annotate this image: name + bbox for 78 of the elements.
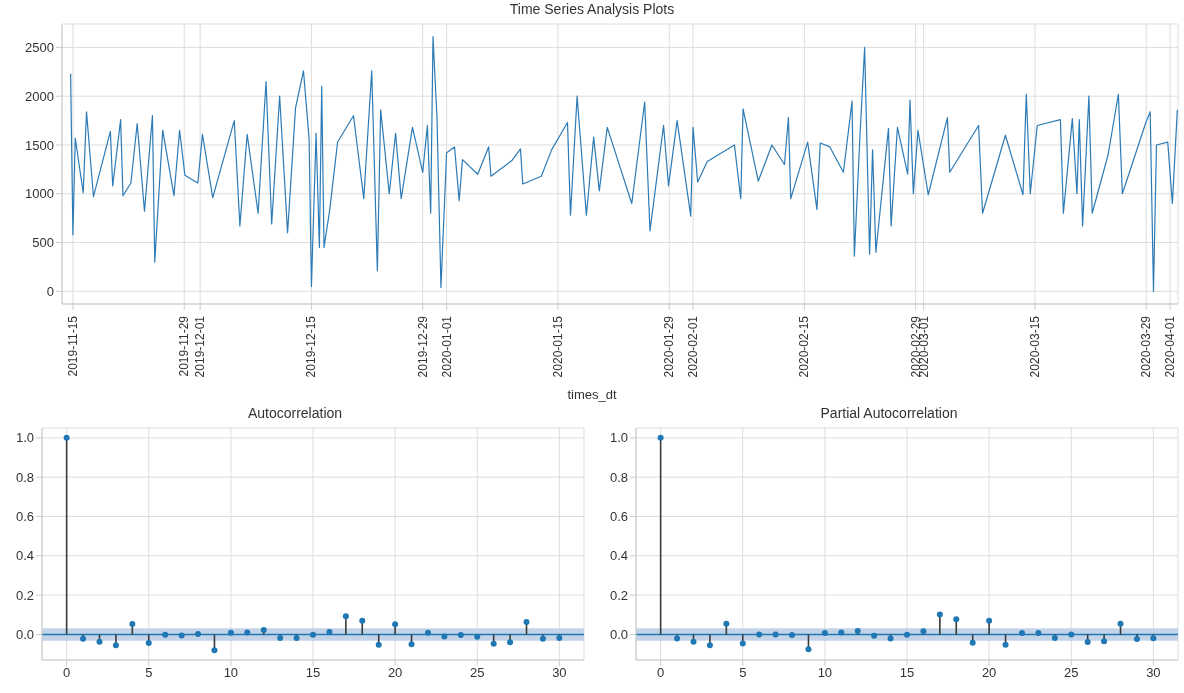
point bbox=[739, 640, 746, 647]
x-tick-label: 10 bbox=[223, 665, 239, 681]
y-tick-label: 0.8 bbox=[609, 469, 628, 485]
point bbox=[490, 640, 497, 647]
point bbox=[359, 617, 366, 624]
y-tick-label: 1.0 bbox=[15, 430, 34, 446]
y-tick-label: 0.4 bbox=[609, 548, 628, 564]
y-tick-label: 0.6 bbox=[609, 509, 628, 525]
point bbox=[953, 616, 960, 623]
point bbox=[936, 611, 943, 618]
x-tick-label: 5 bbox=[145, 665, 153, 681]
x-tick-label: 2020-04-01 bbox=[1163, 315, 1178, 378]
point bbox=[523, 619, 530, 626]
y-tick-label: 0.8 bbox=[15, 469, 34, 485]
point bbox=[969, 639, 976, 646]
x-tick-label: 2020-02-15 bbox=[797, 315, 812, 378]
x-tick-label: 2019-12-29 bbox=[415, 315, 430, 378]
x-axis-title: times_dt bbox=[566, 386, 618, 404]
x-tick-label: 10 bbox=[817, 665, 833, 681]
x-tick-label: 2020-01-15 bbox=[550, 315, 565, 378]
point bbox=[1084, 639, 1091, 646]
point bbox=[657, 434, 664, 441]
x-tick-label: 0 bbox=[657, 665, 665, 681]
chart-title: Time Series Analysis Plots bbox=[508, 0, 676, 18]
point bbox=[507, 639, 514, 646]
y-tick-label: 2500 bbox=[25, 40, 54, 56]
chart-title: Partial Autocorrelation bbox=[819, 404, 959, 422]
x-tick-label: 5 bbox=[739, 665, 747, 681]
y-tick-label: 1.0 bbox=[609, 430, 628, 446]
x-tick-label: 2020-02-01 bbox=[686, 315, 701, 378]
point bbox=[706, 642, 713, 649]
point bbox=[986, 617, 993, 624]
y-tick-label: 1000 bbox=[25, 186, 54, 202]
y-tick-label: 0.4 bbox=[15, 548, 34, 564]
point bbox=[375, 641, 382, 648]
y-tick-label: 0.0 bbox=[609, 627, 628, 643]
point bbox=[690, 638, 697, 645]
point bbox=[1002, 641, 1009, 648]
x-tick-label: 15 bbox=[899, 665, 915, 681]
y-tick-label: 500 bbox=[32, 235, 54, 251]
line-series bbox=[70, 36, 1178, 292]
chart-title: Autocorrelation bbox=[246, 404, 344, 422]
x-tick-label: 2020-01-01 bbox=[439, 315, 454, 378]
point bbox=[112, 642, 119, 649]
x-tick-label: 2020-01-29 bbox=[662, 315, 677, 378]
x-tick-label: 25 bbox=[470, 665, 485, 681]
point bbox=[342, 613, 349, 620]
x-tick-label: 20 bbox=[981, 665, 997, 681]
x-tick-label: 2019-12-01 bbox=[193, 315, 208, 378]
point bbox=[211, 647, 218, 654]
point bbox=[145, 639, 152, 646]
y-tick-label: 0 bbox=[46, 283, 54, 299]
point bbox=[63, 434, 70, 441]
x-tick-label: 15 bbox=[305, 665, 321, 681]
x-tick-label: 2019-12-15 bbox=[304, 315, 319, 378]
point bbox=[392, 621, 399, 628]
y-tick-label: 0.2 bbox=[15, 587, 34, 603]
x-tick-label: 30 bbox=[552, 665, 567, 681]
y-tick-label: 0.6 bbox=[15, 509, 34, 525]
point bbox=[96, 638, 103, 645]
x-tick-label: 2019-11-15 bbox=[65, 315, 80, 377]
x-tick-label: 20 bbox=[387, 665, 403, 681]
x-tick-label: 30 bbox=[1146, 665, 1161, 681]
point bbox=[805, 646, 812, 653]
y-tick-label: 2000 bbox=[25, 88, 54, 104]
point bbox=[129, 621, 136, 628]
point bbox=[1101, 638, 1108, 645]
y-tick-label: 1500 bbox=[25, 137, 54, 153]
x-tick-label: 2019-11-29 bbox=[177, 315, 192, 377]
x-tick-label: 2020-03-15 bbox=[1027, 315, 1042, 378]
x-tick-label: 0 bbox=[63, 665, 71, 681]
point bbox=[408, 641, 415, 648]
x-tick-label: 25 bbox=[1064, 665, 1079, 681]
point bbox=[1117, 620, 1124, 627]
y-tick-label: 0.2 bbox=[609, 587, 628, 603]
x-tick-label: 2020-03-29 bbox=[1139, 315, 1154, 378]
point bbox=[723, 620, 730, 627]
y-tick-label: 0.0 bbox=[15, 627, 34, 643]
